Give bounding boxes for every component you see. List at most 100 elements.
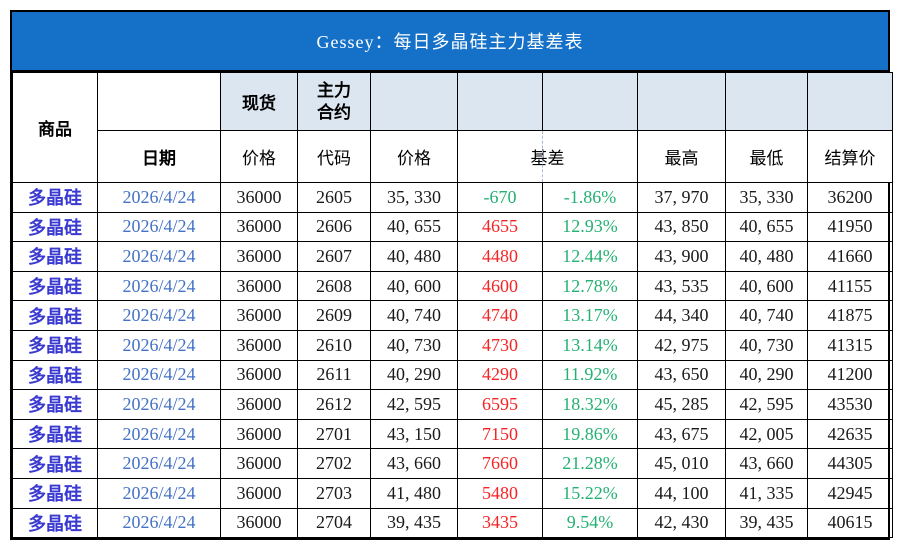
cell-spot-price: 36000 bbox=[220, 329, 298, 361]
header-main-contract: 主力 合约 bbox=[297, 72, 371, 131]
cell-spot-price: 36000 bbox=[220, 477, 298, 509]
cell-settlement: 44305 bbox=[807, 448, 893, 479]
cell-high: 45, 285 bbox=[637, 389, 726, 420]
cell-basis: 6595 bbox=[457, 389, 543, 420]
cell-commodity: 多晶硅 bbox=[12, 270, 98, 302]
cell-low: 39, 435 bbox=[725, 507, 808, 539]
cell-high: 44, 340 bbox=[637, 300, 726, 331]
cell-basis: 7150 bbox=[457, 418, 543, 450]
cell-settlement: 41200 bbox=[807, 359, 893, 391]
cell-settlement: 42945 bbox=[807, 477, 893, 509]
cell-basis-pct: 12.44% bbox=[542, 241, 638, 272]
table-row: 多晶硅 2026/4/24 36000 2607 40, 480 4480 12.44% 43… bbox=[12, 241, 893, 272]
cell-spot-price: 36000 bbox=[220, 182, 298, 213]
cell-basis-pct: 12.78% bbox=[542, 270, 638, 302]
cell-low: 40, 290 bbox=[725, 359, 808, 391]
cell-price: 40, 480 bbox=[370, 241, 458, 272]
cell-code: 2605 bbox=[297, 182, 371, 213]
cell-basis: 3435 bbox=[457, 507, 543, 539]
cell-price: 41, 480 bbox=[370, 477, 458, 509]
cell-low: 41, 335 bbox=[725, 477, 808, 509]
header-settlement: 结算价 bbox=[807, 130, 893, 183]
cell-settlement: 41155 bbox=[807, 270, 893, 302]
table-row: 多晶硅 2026/4/24 36000 2701 43, 150 7150 19.86% 43… bbox=[12, 418, 893, 450]
cell-date: 2026/4/24 bbox=[97, 270, 221, 302]
cell-price: 40, 740 bbox=[370, 300, 458, 331]
cell-code: 2612 bbox=[297, 389, 371, 420]
cell-low: 35, 330 bbox=[725, 182, 808, 213]
cell-price: 40, 290 bbox=[370, 359, 458, 391]
header-band-1 bbox=[370, 72, 458, 131]
cell-price: 35, 330 bbox=[370, 182, 458, 213]
cell-basis: 4655 bbox=[457, 211, 543, 243]
table-row: 多晶硅 2026/4/24 36000 2608 40, 600 4600 12.78% 43… bbox=[12, 270, 893, 302]
header-contract-code: 代码 bbox=[297, 130, 371, 183]
header-date: 日期 bbox=[97, 130, 221, 183]
cell-commodity: 多晶硅 bbox=[12, 182, 98, 213]
cell-code: 2701 bbox=[297, 418, 371, 450]
cell-low: 40, 740 bbox=[725, 300, 808, 331]
cell-basis-pct: 15.22% bbox=[542, 477, 638, 509]
table-row: 多晶硅 2026/4/24 36000 2610 40, 730 4730 13.14% 42… bbox=[12, 329, 893, 361]
cell-settlement: 41875 bbox=[807, 300, 893, 331]
cell-high: 43, 535 bbox=[637, 270, 726, 302]
cell-date: 2026/4/24 bbox=[97, 507, 221, 539]
cell-basis-pct: 19.86% bbox=[542, 418, 638, 450]
cell-date: 2026/4/24 bbox=[97, 211, 221, 243]
header-spot-price: 价格 bbox=[220, 130, 298, 183]
cell-basis-pct: 9.54% bbox=[542, 507, 638, 539]
cell-commodity: 多晶硅 bbox=[12, 418, 98, 450]
cell-date: 2026/4/24 bbox=[97, 448, 221, 479]
basis-column-divider bbox=[542, 131, 544, 182]
cell-commodity: 多晶硅 bbox=[12, 477, 98, 509]
header-band-6 bbox=[807, 72, 893, 131]
header-commodity: 商品 bbox=[12, 72, 98, 183]
cell-date: 2026/4/24 bbox=[97, 477, 221, 509]
cell-commodity: 多晶硅 bbox=[12, 211, 98, 243]
cell-low: 40, 480 bbox=[725, 241, 808, 272]
cell-date: 2026/4/24 bbox=[97, 359, 221, 391]
cell-basis: 5480 bbox=[457, 477, 543, 509]
cell-settlement: 40615 bbox=[807, 507, 893, 539]
basis-table-sheet: Gessey：每日多晶硅主力基差表 商品 现货 主力 合约 日期 bbox=[10, 10, 893, 541]
cell-high: 44, 100 bbox=[637, 477, 726, 509]
header-high: 最高 bbox=[637, 130, 726, 183]
cell-date: 2026/4/24 bbox=[97, 329, 221, 361]
cell-basis-pct: 12.93% bbox=[542, 211, 638, 243]
cell-high: 43, 850 bbox=[637, 211, 726, 243]
cell-spot-price: 36000 bbox=[220, 300, 298, 331]
basis-table: 商品 现货 主力 合约 日期 价格 代码 价格 基差 最高 最低 结算价 bbox=[12, 72, 893, 539]
cell-code: 2607 bbox=[297, 241, 371, 272]
header-band-2 bbox=[457, 72, 543, 131]
cell-basis-pct: 21.28% bbox=[542, 448, 638, 479]
cell-spot-price: 36000 bbox=[220, 507, 298, 539]
cell-spot-price: 36000 bbox=[220, 241, 298, 272]
cell-price: 40, 730 bbox=[370, 329, 458, 361]
cell-spot-price: 36000 bbox=[220, 389, 298, 420]
cell-code: 2606 bbox=[297, 211, 371, 243]
cell-high: 43, 900 bbox=[637, 241, 726, 272]
cell-price: 43, 150 bbox=[370, 418, 458, 450]
cell-date: 2026/4/24 bbox=[97, 241, 221, 272]
cell-spot-price: 36000 bbox=[220, 211, 298, 243]
cell-low: 40, 600 bbox=[725, 270, 808, 302]
cell-basis-pct: 11.92% bbox=[542, 359, 638, 391]
header-band-3 bbox=[542, 72, 638, 131]
cell-low: 43, 660 bbox=[725, 448, 808, 479]
cell-code: 2610 bbox=[297, 329, 371, 361]
cell-price: 42, 595 bbox=[370, 389, 458, 420]
cell-settlement: 41950 bbox=[807, 211, 893, 243]
cell-code: 2609 bbox=[297, 300, 371, 331]
header-band-5 bbox=[725, 72, 808, 131]
cell-settlement: 42635 bbox=[807, 418, 893, 450]
cell-settlement: 41660 bbox=[807, 241, 893, 272]
cell-commodity: 多晶硅 bbox=[12, 359, 98, 391]
cell-price: 43, 660 bbox=[370, 448, 458, 479]
cell-spot-price: 36000 bbox=[220, 448, 298, 479]
table-row: 多晶硅 2026/4/24 36000 2609 40, 740 4740 13.17% 44… bbox=[12, 300, 893, 331]
table-row: 多晶硅 2026/4/24 36000 2606 40, 655 4655 12.93% 43… bbox=[12, 211, 893, 243]
cell-low: 42, 595 bbox=[725, 389, 808, 420]
header-band-4 bbox=[637, 72, 726, 131]
cell-low: 40, 730 bbox=[725, 329, 808, 361]
cell-basis-pct: 13.14% bbox=[542, 329, 638, 361]
